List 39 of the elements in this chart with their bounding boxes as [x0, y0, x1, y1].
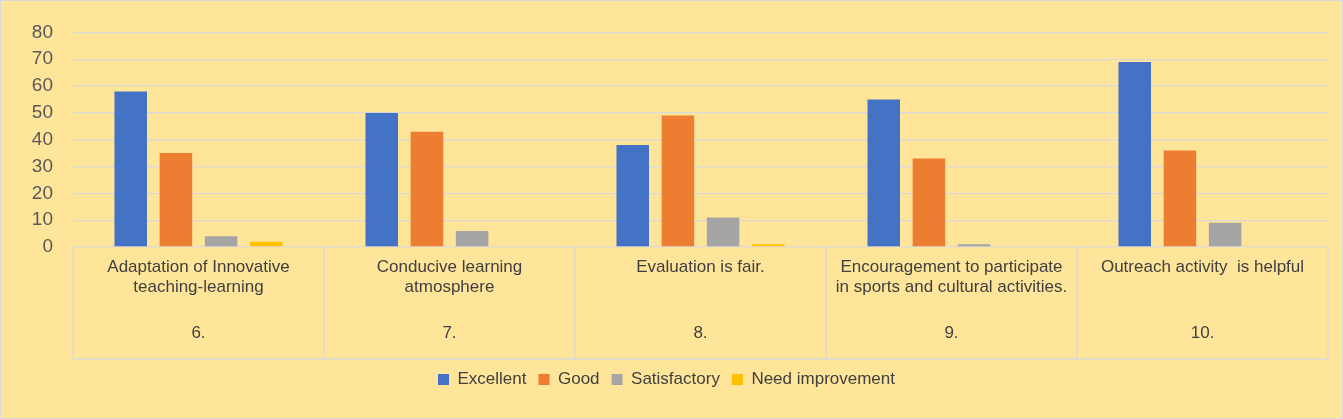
- text: 9.: [944, 322, 959, 342]
- bar: [114, 91, 147, 247]
- x-tick-label: Conducive learning atmosphere: [376, 256, 523, 297]
- bar: [867, 99, 900, 247]
- y-tick-label: 60: [31, 74, 53, 96]
- bar: [159, 153, 193, 247]
- bar: [957, 244, 991, 247]
- y-tick-label: 10: [31, 208, 53, 230]
- y-tick-label: 40: [31, 127, 53, 149]
- text: 10.: [1190, 322, 1215, 342]
- y-tick-label: 70: [31, 47, 53, 69]
- y-tick-label: 50: [31, 101, 53, 123]
- bar: [661, 115, 695, 247]
- legend-label: Good: [557, 369, 600, 389]
- bar: [616, 145, 649, 247]
- x-tick-label: Evaluation is fair.: [636, 256, 765, 276]
- x-tick-label: Outreach activity is helpful: [1100, 256, 1305, 276]
- bar: [1208, 222, 1242, 247]
- y-tick-label: 30: [31, 154, 53, 176]
- y-tick-label: 0: [42, 235, 53, 257]
- bar: [455, 230, 489, 247]
- legend-label: Need improvement: [751, 369, 896, 389]
- text: 6.: [191, 322, 206, 342]
- y-tick-label: 80: [31, 20, 53, 42]
- text: 7.: [442, 322, 457, 342]
- x-tick-label: Encouragement to participate in sports and cultural activities.: [835, 256, 1068, 297]
- bar: [912, 158, 946, 247]
- bar: [706, 217, 740, 247]
- bar: [1118, 61, 1151, 247]
- bar: [1163, 150, 1197, 247]
- legend-label: Excellent: [457, 369, 527, 389]
- legend-label: Satisfactory: [631, 369, 721, 389]
- bar: [410, 131, 444, 247]
- bar: [752, 244, 785, 247]
- bar: [204, 236, 238, 247]
- y-tick-label: 20: [31, 181, 53, 203]
- text: 8.: [693, 322, 708, 342]
- bar: [365, 112, 398, 247]
- x-tick-label: Adaptation of Innovative teaching-learning: [107, 256, 290, 297]
